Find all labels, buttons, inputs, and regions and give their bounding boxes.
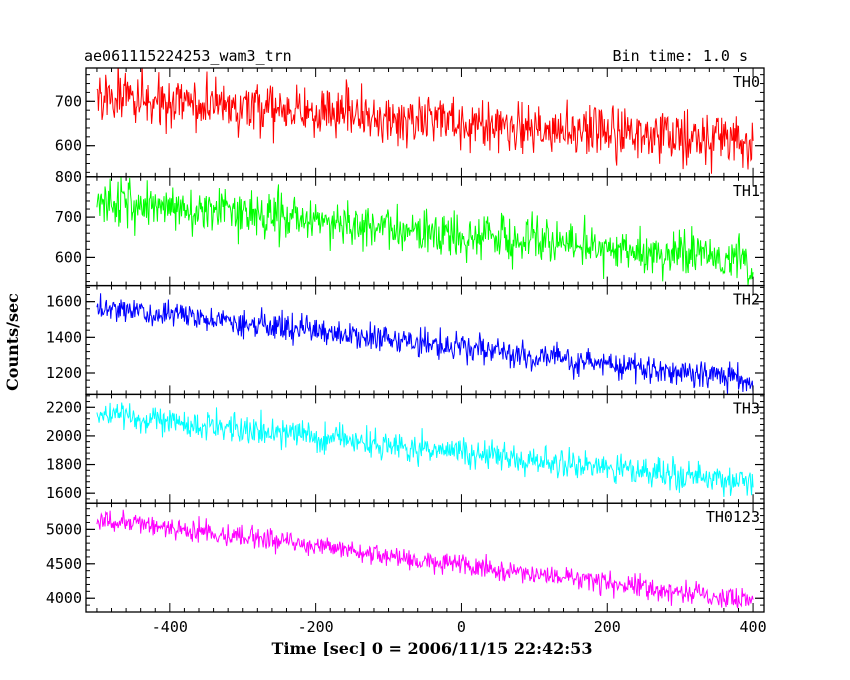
series-line-th0 <box>96 68 754 174</box>
y-axis-label: Counts/sec <box>3 293 22 391</box>
panel-name-label: TH3 <box>733 399 760 417</box>
panel-frame <box>85 393 765 504</box>
series-line-th2 <box>96 293 754 395</box>
series-line-th0123 <box>96 509 754 609</box>
y-tick-label: 4000 <box>46 589 82 607</box>
bin-time-label: Bin time: 1.0 s <box>613 47 748 65</box>
panel-stack: 600 700 TH0 600 700 800 TH1 1200 1400 1600 TH2 1600… <box>46 67 765 613</box>
panel-th1: 600 700 800 TH1 <box>55 168 765 287</box>
x-tick-label: 400 <box>740 618 767 636</box>
x-axis-label: Time [sec] 0 = 2006/11/15 22:42:53 <box>272 639 593 658</box>
y-tick-label: 700 <box>55 208 82 226</box>
chart-title: ae061115224253_wam3_trn <box>84 47 292 65</box>
x-tick-label: -200 <box>298 618 334 636</box>
y-tick-label: 1800 <box>46 456 82 474</box>
panel-name-label: TH0123 <box>706 508 760 526</box>
series-line-th1 <box>96 177 754 286</box>
x-tick-label: 0 <box>457 618 466 636</box>
panel-frame <box>85 502 765 613</box>
series-line-th3 <box>96 402 754 498</box>
y-tick-label: 2200 <box>46 398 82 416</box>
y-tick-label: 1400 <box>46 328 82 346</box>
x-axis-ticks: -400 -200 0 200 400 <box>152 618 767 636</box>
y-tick-label: 1600 <box>46 293 82 311</box>
y-tick-label: 600 <box>55 137 82 155</box>
panel-th2: 1200 1400 1600 TH2 <box>46 284 765 396</box>
y-tick-label: 5000 <box>46 520 82 538</box>
y-tick-label: 600 <box>55 248 82 266</box>
x-tick-label: -400 <box>152 618 188 636</box>
panel-name-label: TH2 <box>733 291 760 309</box>
y-tick-label: 1200 <box>46 364 82 382</box>
panel-name-label: TH0 <box>733 73 760 91</box>
y-tick-label: 1600 <box>46 484 82 502</box>
panel-name-label: TH1 <box>733 182 760 200</box>
y-tick-label: 2000 <box>46 427 82 445</box>
panel-th0: 600 700 TH0 <box>55 67 765 178</box>
y-tick-label: 800 <box>55 168 82 186</box>
y-tick-label: 4500 <box>46 555 82 573</box>
x-tick-label: 200 <box>594 618 621 636</box>
y-tick-label: 700 <box>55 92 82 110</box>
panel-th3: 1600 1800 2000 2200 TH3 <box>46 393 765 504</box>
panel-th0123: 4000 4500 5000 TH0123 <box>46 502 765 613</box>
